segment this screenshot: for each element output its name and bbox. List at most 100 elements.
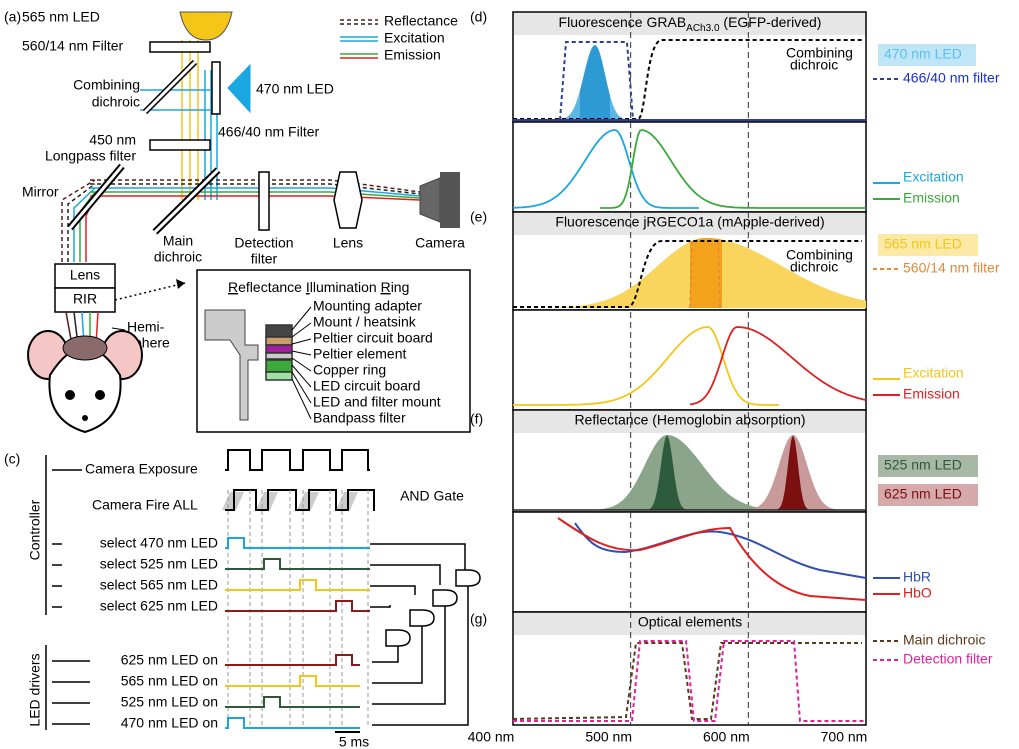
x-tick-label: 500 nm (585, 729, 632, 745)
legend-label: 466/40 nm filter (903, 70, 1000, 86)
label: 625 nm LED on (121, 652, 218, 668)
label: 450 nm (89, 132, 136, 148)
legend-label: 470 nm LED (884, 46, 962, 62)
axis-label: LED drivers (27, 653, 43, 726)
figure: (a)(b)(c)(d)(e)(f)(g)565 nm LED560/14 nm… (0, 0, 1019, 749)
label: 470 nm LED (256, 81, 334, 97)
panel-title: Reflectance (Hemoglobin absorption) (574, 412, 805, 428)
arrow (176, 279, 185, 289)
box (266, 325, 292, 337)
camera (420, 178, 440, 222)
label: Detection (234, 235, 293, 251)
panel-label: (f) (470, 411, 483, 427)
waveform (225, 450, 370, 470)
title-part: Fluorescence GRAB (559, 14, 687, 30)
beam (90, 180, 420, 192)
filter (150, 140, 210, 150)
panel-label: (c) (4, 451, 20, 467)
label: 565 nm LED on (121, 673, 218, 689)
title-part: R (381, 279, 391, 295)
label: Mounting adapter (313, 298, 422, 314)
label: Combining (73, 77, 140, 93)
and-gate (410, 610, 434, 626)
label: Longpass filter (45, 148, 136, 164)
label: LED circuit board (313, 378, 420, 394)
label: Lens (70, 267, 100, 283)
title-part: eflectance (238, 279, 306, 295)
panel-title: Fluorescence jRGECO1a (mApple-derived) (555, 214, 824, 230)
waveform (225, 676, 360, 686)
label: LED and filter mount (313, 394, 441, 410)
waveform (225, 559, 370, 569)
waveform (225, 601, 370, 611)
legend-label: Detection filter (903, 651, 993, 667)
line (115, 283, 185, 300)
legend-label: Excitation (384, 30, 445, 46)
x-tick-label: 600 nm (703, 729, 750, 745)
panel-label: (g) (470, 611, 487, 627)
label: dichroic (790, 57, 838, 73)
label: Peltier element (313, 346, 406, 362)
wire (370, 544, 465, 575)
panel-title: Reflectance Illumination Ring (228, 279, 409, 295)
title-part: ACh3.0 (686, 23, 720, 34)
legend-label: Main dichroic (903, 632, 985, 648)
axis-label: Controller (27, 499, 43, 560)
label: Copper ring (313, 362, 386, 378)
panel-title: Optical elements (638, 614, 742, 630)
filter (259, 172, 269, 230)
waveform (225, 697, 360, 707)
legend-label: 625 nm LED (884, 486, 962, 502)
waveform (225, 538, 370, 548)
label: 565 nm LED (22, 9, 100, 25)
and-gate (456, 570, 480, 586)
label: 466/40 nm Filter (218, 124, 319, 140)
label: select 525 nm LED (100, 556, 218, 572)
title-part: (EGFP-derived) (720, 14, 822, 30)
and-gate (433, 590, 457, 606)
x-tick-label: 400 nm (468, 729, 515, 745)
wire (370, 605, 390, 607)
label: Camera Fire ALL (92, 497, 198, 513)
label: dichroic (790, 259, 838, 275)
filter (150, 42, 210, 52)
wire (370, 586, 415, 595)
waveform (225, 718, 360, 728)
label: select 625 nm LED (100, 598, 218, 614)
x-tick-label: 700 nm (821, 729, 868, 745)
plot-frame (513, 122, 866, 212)
box (266, 353, 292, 359)
label: dichroic (92, 94, 140, 110)
filter (212, 62, 220, 114)
mouse-nose (82, 415, 88, 421)
panel-label: (d) (470, 9, 487, 25)
mouse-eye (95, 390, 105, 400)
label: RIR (73, 291, 97, 307)
label: 470 nm LED on (121, 715, 218, 731)
legend-label: Emission (903, 386, 960, 402)
label: Camera Exposure (85, 461, 198, 477)
waveform (225, 655, 360, 665)
hemisphere (63, 336, 107, 360)
panel-label: (a) (4, 9, 21, 25)
label: Main (163, 233, 193, 249)
line (112, 328, 125, 330)
label: Mirror (22, 184, 59, 200)
and-gate (386, 630, 410, 646)
dichroic (155, 170, 218, 232)
title-part: llumination (310, 279, 381, 295)
label: Mount / heatsink (313, 314, 417, 330)
label: Lens (333, 235, 363, 251)
led-470 (228, 65, 250, 112)
legend-label: 525 nm LED (884, 457, 962, 473)
wire (372, 646, 398, 662)
legend-label: HbO (903, 585, 932, 601)
waveform (225, 580, 370, 590)
label: filter (251, 251, 278, 267)
label: Camera (415, 235, 465, 251)
mouse-eye (65, 390, 75, 400)
label: dichroic (154, 249, 202, 265)
panel-label: (e) (470, 209, 487, 225)
label: 525 nm LED on (121, 694, 218, 710)
label: Hemi- (127, 319, 165, 335)
